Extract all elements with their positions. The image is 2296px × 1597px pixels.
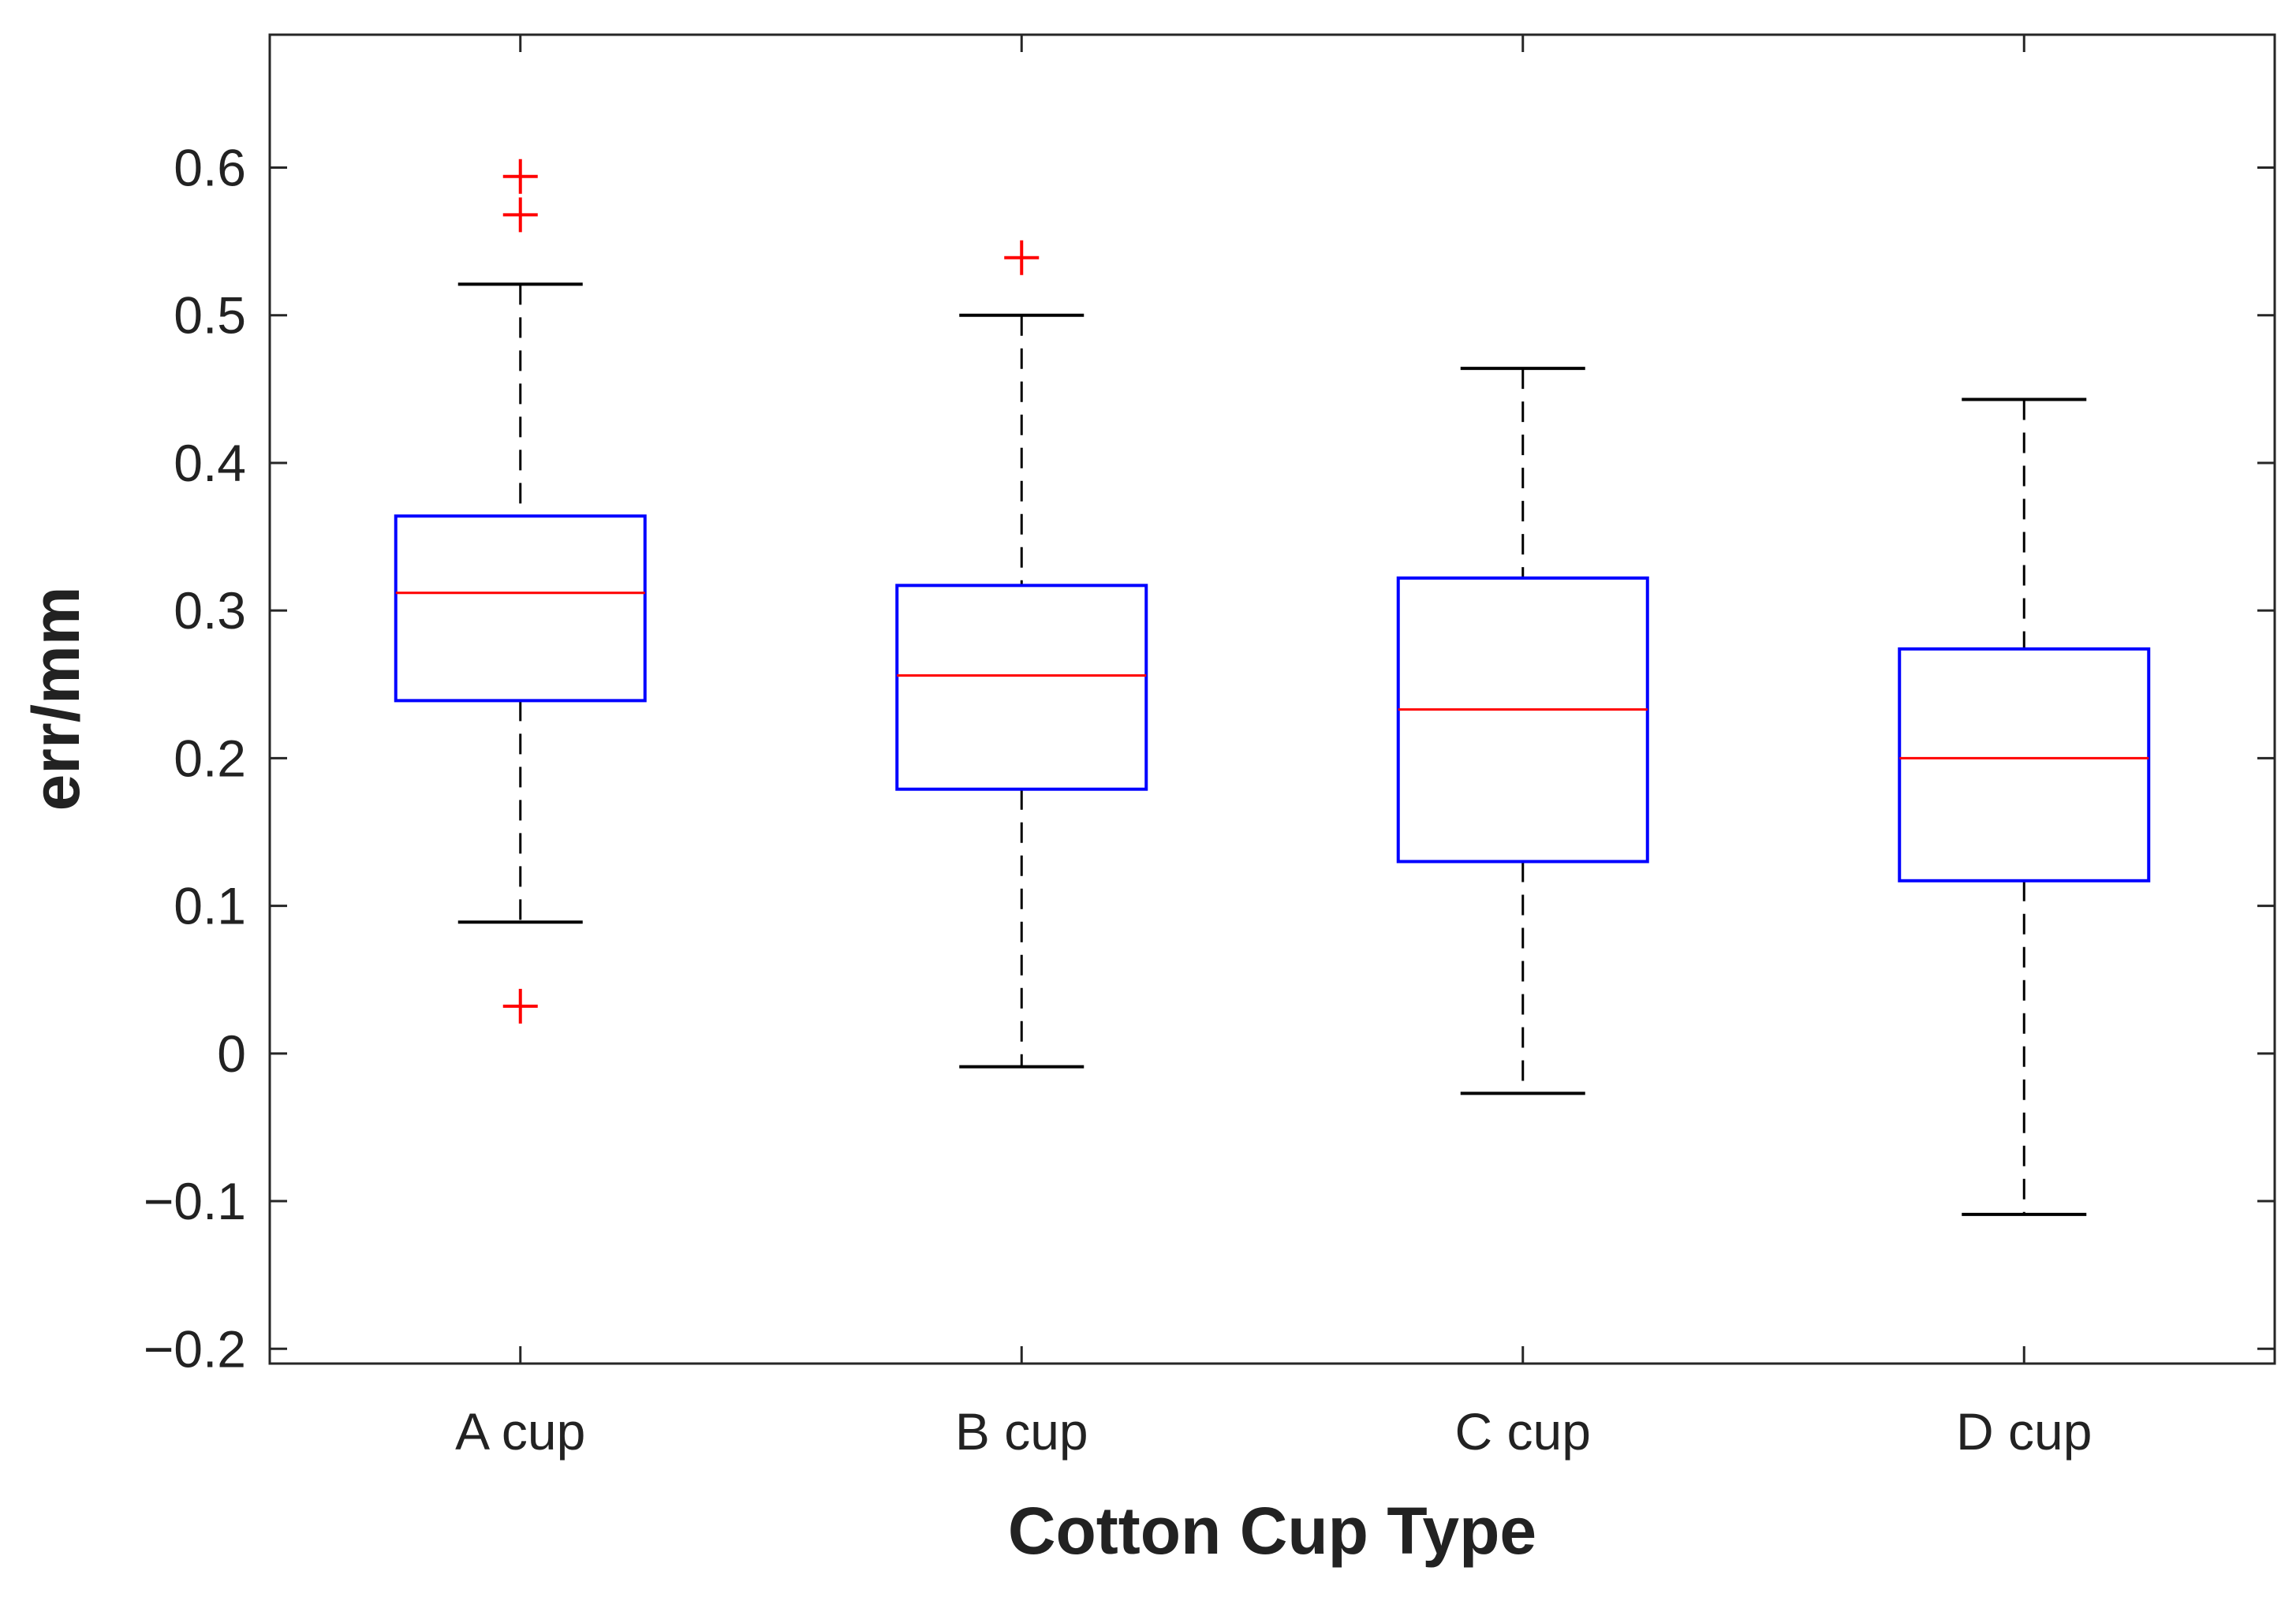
iqr-box [394, 514, 647, 703]
outlier-marker [502, 197, 538, 233]
y-tick-label: 0.6 [174, 139, 246, 197]
y-tick-label: −0.1 [144, 1172, 246, 1230]
x-tick-label: B cup [955, 1402, 1088, 1461]
y-axis-title: err/mm [19, 587, 93, 812]
iqr-box [1396, 576, 1649, 864]
iqr-box [895, 584, 1148, 791]
y-tick-label: 0.2 [174, 729, 246, 787]
y-tick-label: 0.1 [174, 877, 246, 935]
x-tick-label: C cup [1455, 1402, 1591, 1461]
x-axis-title: Cotton Cup Type [1008, 1494, 1536, 1568]
y-axis: −0.2 −0.1 0 0.1 0.2 0.3 0.4 0.5 0.6 [144, 139, 2275, 1378]
box-group [394, 159, 2151, 1216]
y-tick-label: 0.3 [174, 581, 246, 640]
iqr-box [1898, 647, 2151, 882]
y-tick-label: 0.4 [174, 434, 246, 492]
y-tick-label: −0.2 [144, 1319, 246, 1378]
x-tick-label: A cup [455, 1402, 585, 1461]
y-tick-label: 0.5 [174, 286, 246, 345]
outlier-marker [1004, 240, 1040, 275]
y-tick-label: 0 [217, 1024, 246, 1083]
outlier-marker [502, 988, 538, 1024]
outlier-marker [502, 159, 538, 194]
x-tick-label: D cup [1956, 1402, 2092, 1461]
x-axis: A cup B cup C cup D cup [455, 35, 2092, 1461]
